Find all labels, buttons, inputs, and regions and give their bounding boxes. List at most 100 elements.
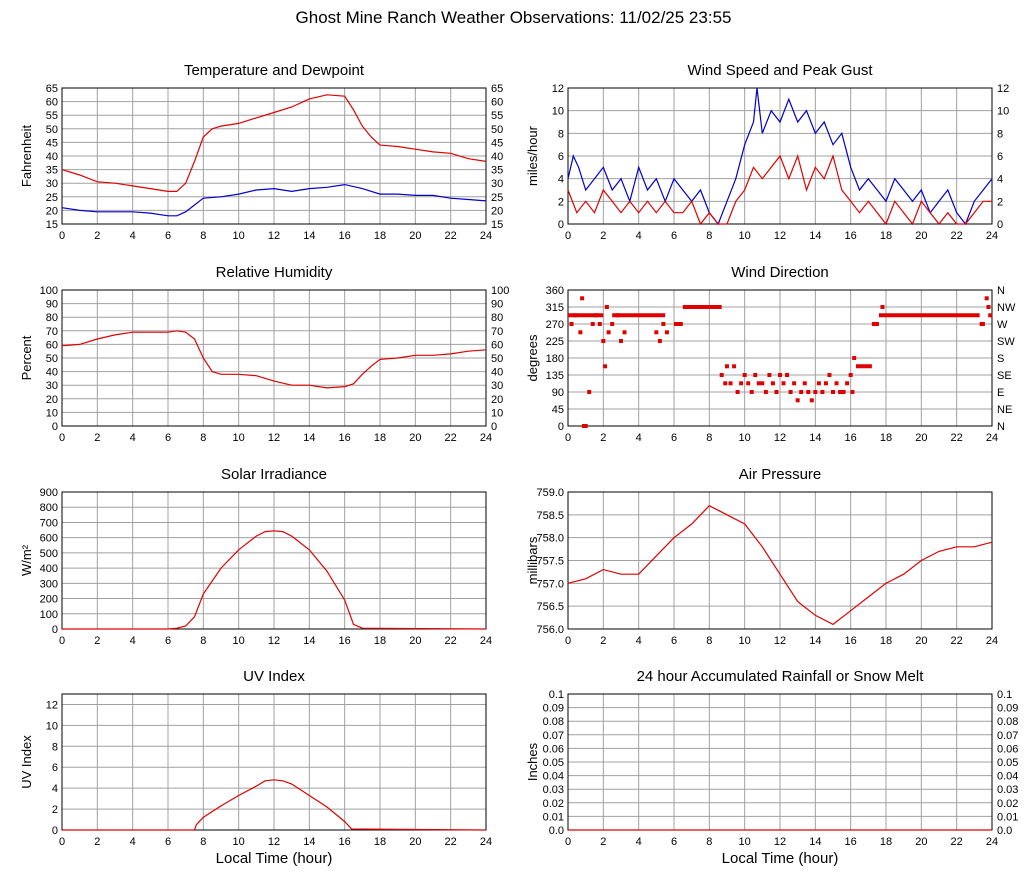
x-tick-label: 6	[671, 432, 677, 444]
x-tick-label: 10	[739, 432, 751, 444]
y-tick-label: 700	[40, 517, 58, 529]
x-tick-label: 0	[565, 836, 571, 848]
y-tick-label-right: 4	[997, 174, 1003, 186]
x-tick-label: 6	[165, 432, 171, 444]
x-tick-label: 8	[706, 836, 712, 848]
y-tick-label: 0	[52, 624, 58, 636]
y-tick-label: 10	[552, 106, 564, 118]
y-tick-label: 0.05	[543, 757, 564, 769]
x-tick-label: 10	[233, 230, 245, 242]
y-tick-label: 12	[552, 83, 564, 95]
y-tick-label: 756.5	[536, 601, 564, 613]
x-tick-label: 14	[303, 836, 315, 848]
x-tick-label: 20	[409, 836, 421, 848]
y-tick-label-right: 0.09	[997, 703, 1018, 715]
y-tick-label: 8	[52, 741, 58, 753]
direction-point	[746, 381, 751, 386]
direction-point	[661, 322, 666, 326]
series-line-red	[567, 154, 992, 226]
y-tick-label: 20	[46, 394, 58, 406]
x-tick-label: 24	[986, 230, 998, 242]
y-tick-label: 0.09	[543, 703, 564, 715]
y-tick-label: 225	[546, 336, 564, 348]
x-tick-label: 24	[480, 432, 492, 444]
direction-point	[809, 398, 814, 403]
x-tick-label: 20	[915, 836, 927, 848]
direction-point	[583, 424, 588, 428]
plot-frame	[61, 693, 487, 831]
direction-point	[735, 390, 740, 394]
y-tick-label-right: 0	[997, 219, 1003, 231]
y-axis-label: UV Index	[19, 735, 34, 789]
direction-point	[834, 381, 839, 386]
x-tick-label: 12	[774, 635, 786, 647]
x-tick-label: 16	[339, 635, 351, 647]
direction-point	[850, 390, 855, 394]
y-tick-label-right: 40	[491, 367, 503, 379]
x-tick-label: 22	[445, 432, 457, 444]
y-tick-label-right: 20	[491, 394, 503, 406]
x-tick-label: 12	[268, 836, 280, 848]
direction-point	[578, 330, 583, 335]
y-tick-label: 12	[46, 699, 58, 711]
y-tick-label: 0	[558, 219, 564, 231]
y-tick-label: 757.5	[536, 556, 564, 568]
y-tick-label: 60	[46, 97, 58, 109]
x-tick-label: 6	[165, 230, 171, 242]
y-tick-label: 2	[52, 804, 58, 816]
x-tick-label: 4	[130, 230, 136, 242]
x-tick-label: 8	[706, 432, 712, 444]
direction-point	[587, 390, 592, 394]
x-tick-label: 12	[774, 230, 786, 242]
x-tick-label: 22	[445, 836, 457, 848]
y-tick-label-right: 0.01	[997, 811, 1018, 823]
y-tick-label: 400	[40, 563, 58, 575]
y-tick-label-right: 70	[491, 326, 503, 338]
direction-point	[569, 322, 574, 326]
direction-point	[719, 373, 724, 377]
y-tick-label-right: E	[997, 387, 1004, 399]
chart-title: Solar Irradiance	[221, 466, 327, 483]
y-tick-label: 0.03	[543, 784, 564, 796]
y-tick-label: 100	[40, 609, 58, 621]
direction-point	[841, 390, 846, 394]
chart-title: Air Pressure	[739, 466, 822, 483]
x-tick-label: 14	[809, 230, 821, 242]
x-tick-label: 16	[339, 836, 351, 848]
x-tick-label: 2	[94, 432, 100, 444]
y-tick-label-right: NW	[997, 302, 1016, 314]
x-tick-label: 8	[200, 836, 206, 848]
y-tick-label-right: 90	[491, 299, 503, 311]
y-tick-label-right: 6	[997, 151, 1003, 163]
x-tick-label: 10	[739, 230, 751, 242]
x-tick-label: 10	[233, 836, 245, 848]
x-tick-label: 10	[233, 635, 245, 647]
y-tick-label: 0.0	[549, 825, 564, 837]
direction-point	[852, 356, 857, 360]
y-tick-label: 6	[558, 151, 564, 163]
x-tick-label: 4	[636, 230, 642, 242]
direction-point	[604, 305, 609, 309]
x-tick-label: 20	[915, 432, 927, 444]
x-tick-label: 20	[409, 230, 421, 242]
direction-point	[838, 390, 843, 394]
x-tick-label: 18	[374, 432, 386, 444]
x-tick-label: 16	[845, 836, 857, 848]
y-tick-label-right: W	[997, 319, 1008, 331]
y-tick-label-right: 45	[491, 137, 503, 149]
x-tick-label: 14	[303, 432, 315, 444]
y-tick-label-right: 0.06	[997, 743, 1018, 755]
x-tick-label: 4	[636, 432, 642, 444]
x-tick-label: 18	[374, 635, 386, 647]
y-tick-label: 65	[46, 83, 58, 95]
y-tick-label: 35	[46, 165, 58, 177]
y-tick-label: 0.06	[543, 743, 564, 755]
direction-point	[799, 390, 804, 394]
direction-point	[848, 373, 853, 377]
y-tick-label-right: 65	[491, 83, 503, 95]
y-tick-label-right: 0.08	[997, 716, 1018, 728]
chart-title: Temperature and Dewpoint	[184, 62, 365, 79]
direction-point	[831, 390, 835, 394]
